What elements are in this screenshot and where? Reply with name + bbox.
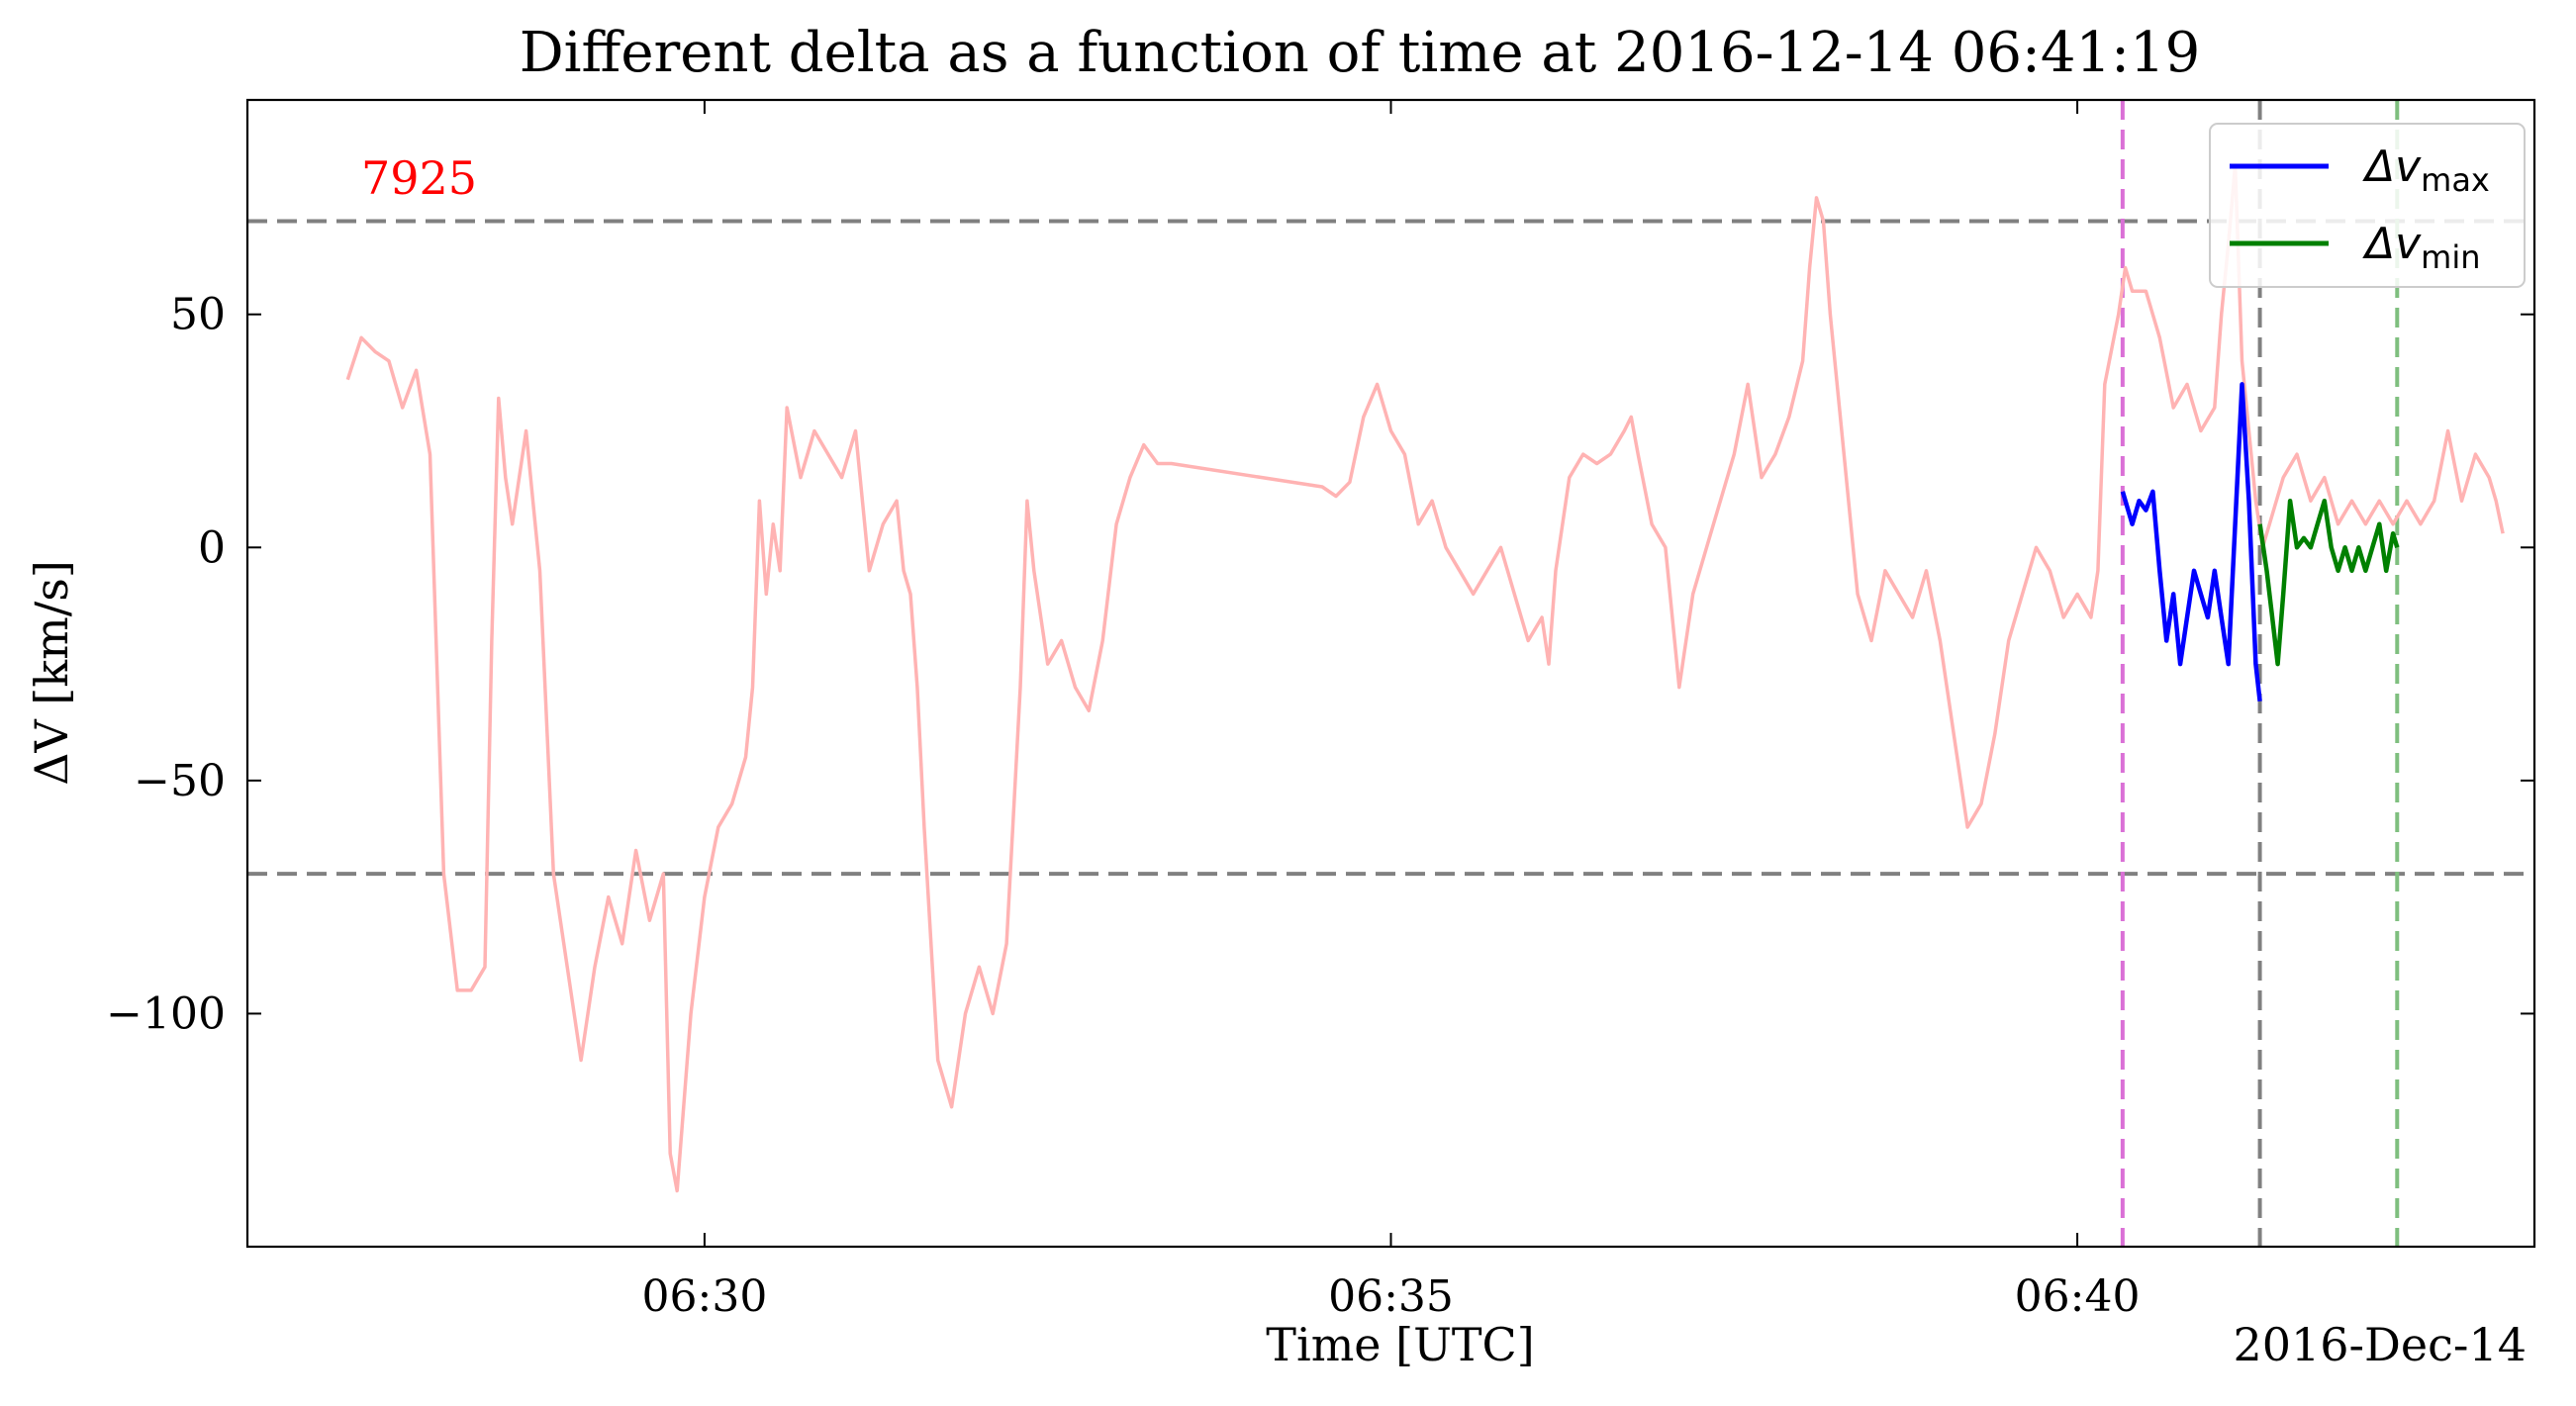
plot-area <box>247 100 2534 1247</box>
y-tick-label-3: −100 <box>106 988 226 1039</box>
series-line-0 <box>345 163 2505 1193</box>
series-line-1 <box>2120 382 2262 703</box>
legend-label-dv-max: Δvmax <box>2362 141 2490 199</box>
series-line-2 <box>2257 498 2400 667</box>
date-label: 2016-Dec-14 <box>2233 1318 2527 1371</box>
x-axis-label: Time [UTC] <box>1266 1318 1534 1371</box>
y-tick-label-0: 50 <box>170 290 226 340</box>
x-axis: 06:30 06:35 06:40 <box>642 100 2141 1322</box>
series-group <box>345 163 2505 1193</box>
legend: Δvmax Δvmin <box>2209 123 2526 288</box>
x-tick-label-0: 06:30 <box>642 1271 768 1322</box>
y-axis-label: ΔV [km/s] <box>25 560 78 786</box>
legend-label-dv-min: Δvmin <box>2362 219 2480 276</box>
y-tick-label-1: 0 <box>198 522 226 573</box>
y-axis: 50 0 −50 −100 <box>106 290 2534 1039</box>
y-tick-label-2: −50 <box>134 756 226 806</box>
reference-hlines <box>247 219 2534 877</box>
x-tick-label-2: 06:40 <box>2015 1271 2141 1322</box>
chart-title: Different delta as a function of time at… <box>520 21 2201 85</box>
event-id-annotation: 7925 <box>361 151 477 205</box>
x-tick-label-1: 06:35 <box>1328 1271 1454 1322</box>
